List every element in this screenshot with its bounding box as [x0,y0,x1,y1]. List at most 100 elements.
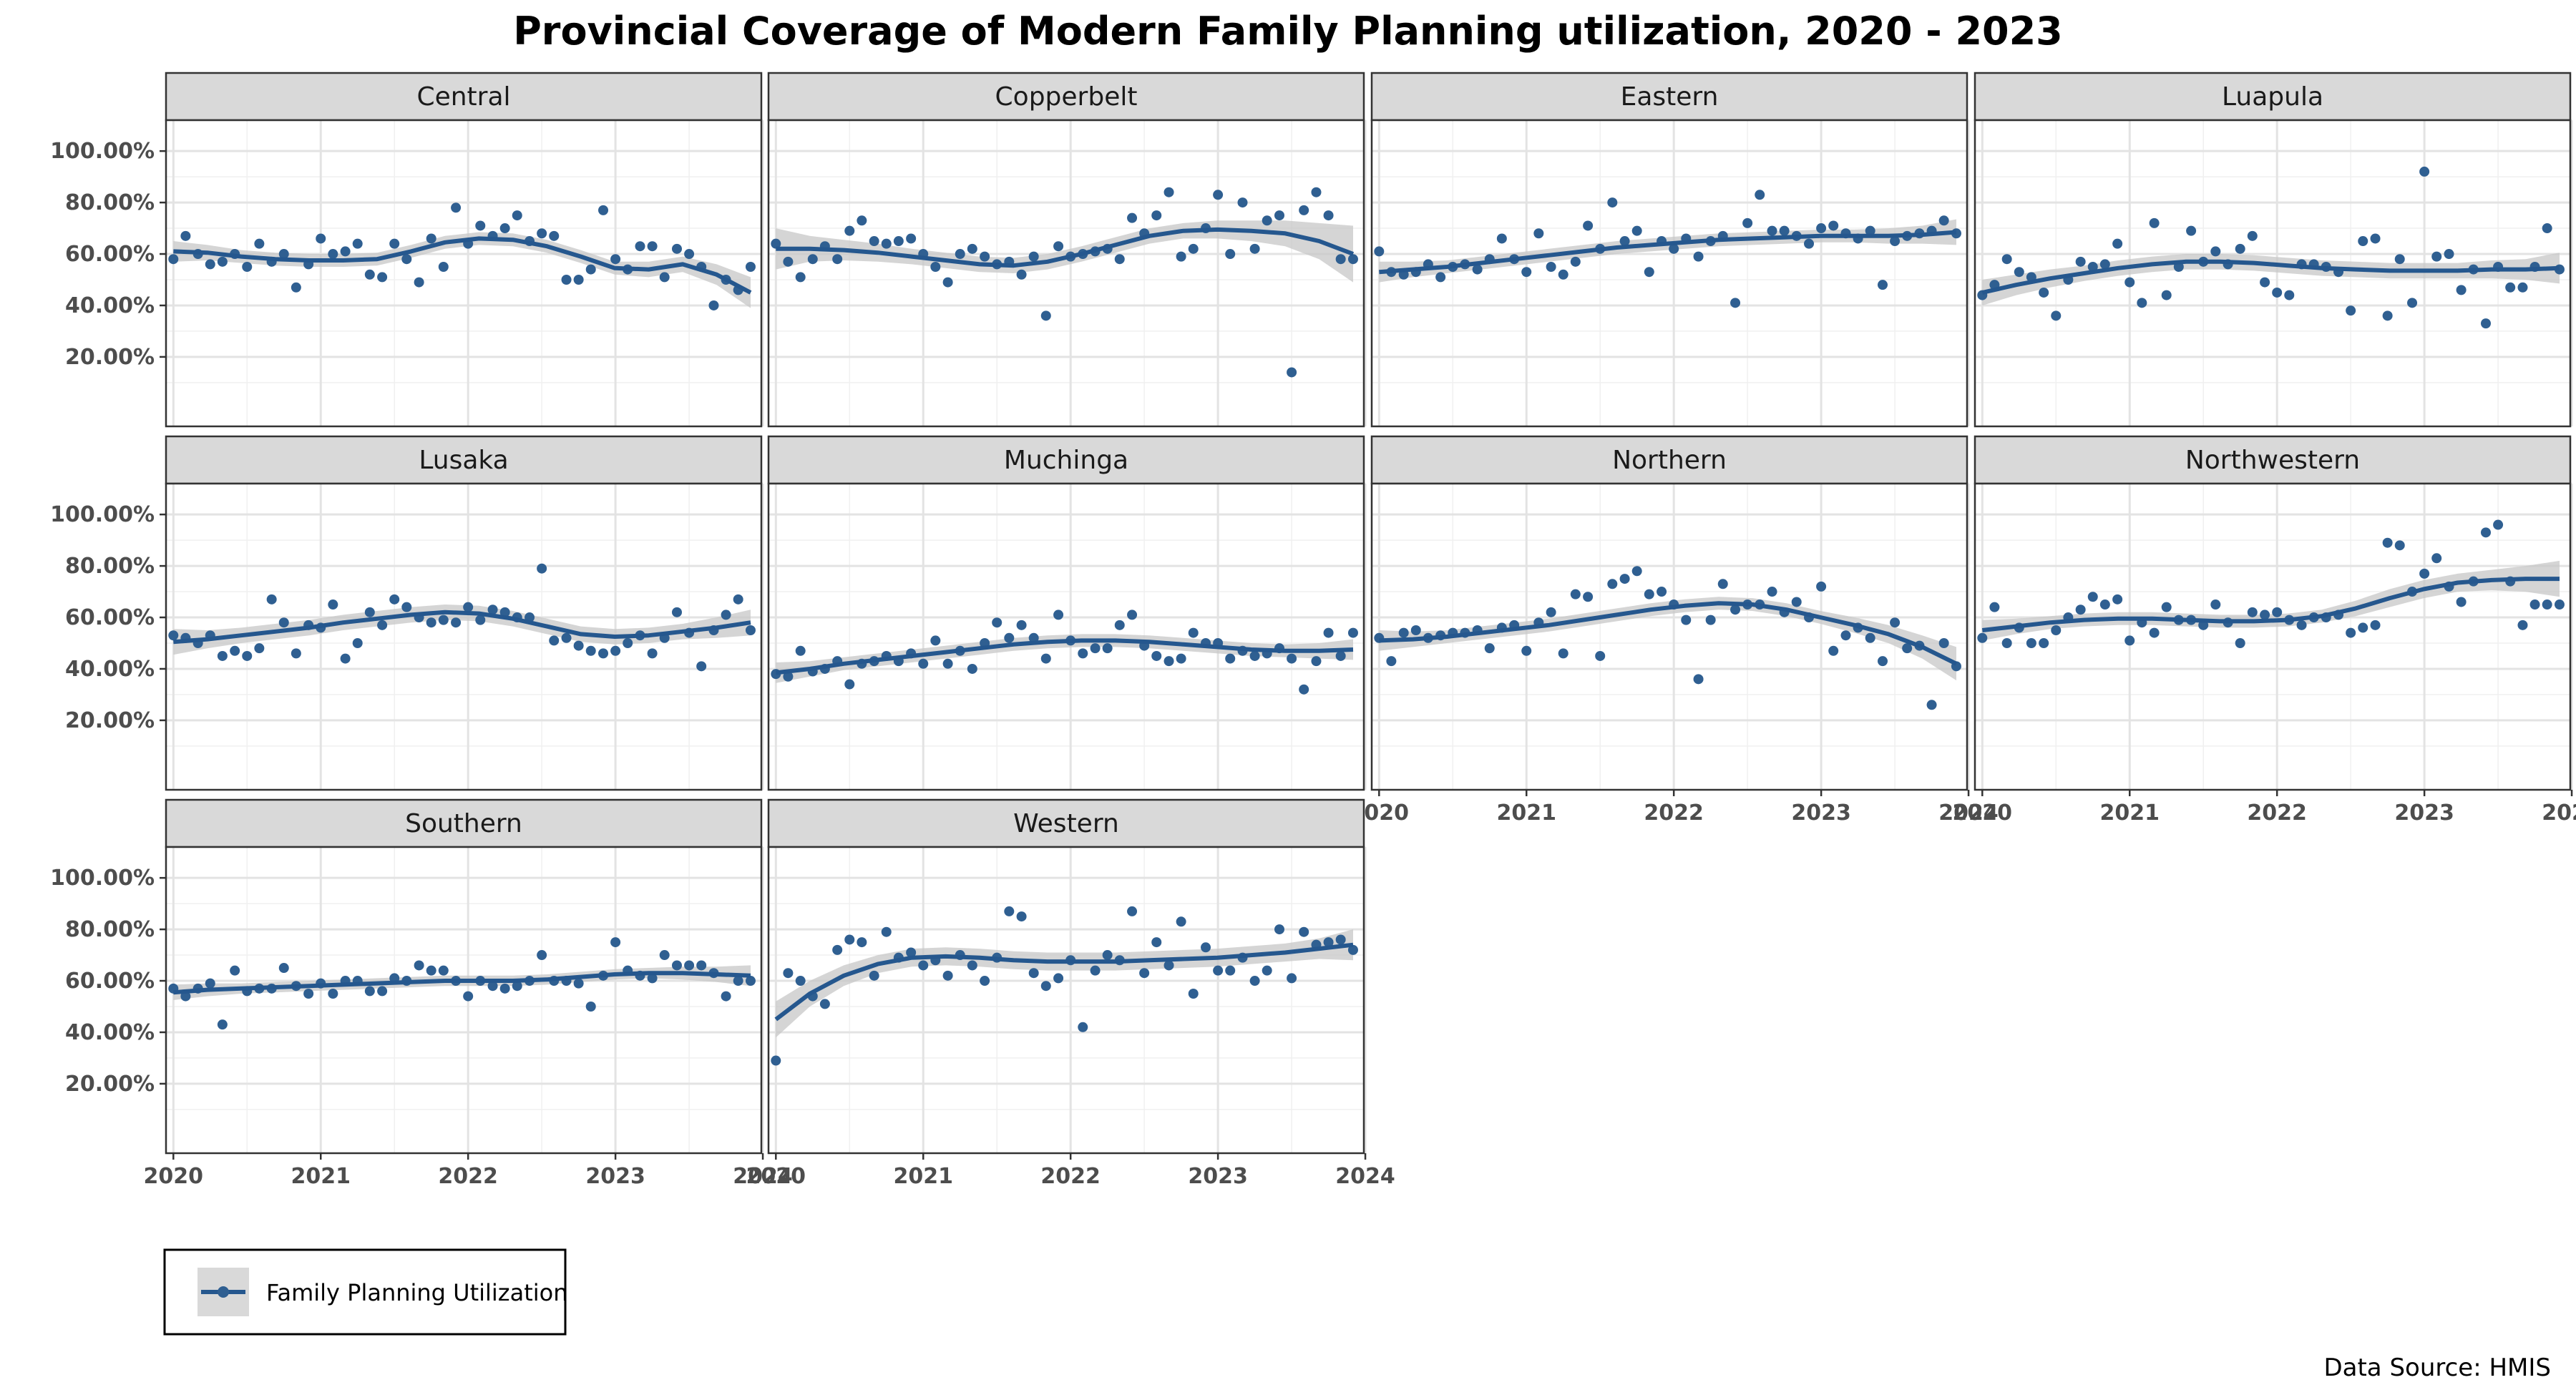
data-point [2039,287,2049,298]
data-point [671,243,682,254]
data-point [180,230,191,241]
data-point [967,960,977,971]
data-point [2358,622,2368,633]
data-point [2075,256,2086,267]
data-point [2026,637,2036,648]
data-point [733,976,743,987]
data-point [291,282,301,293]
data-point [1127,906,1138,916]
strip-copperbelt [767,72,1365,122]
data-point [857,215,867,226]
data-point [401,602,412,612]
data-point [942,970,953,981]
strip-label: Lusaka [419,446,508,475]
data-point [1619,574,1630,584]
strip-northwestern [1974,435,2572,485]
data-point [2235,637,2245,648]
panel-border [767,846,1365,1155]
plot-background [166,847,761,1153]
data-point [475,615,486,625]
data-point [585,1001,596,1012]
smooth-trend-line [173,236,752,295]
data-point [1533,228,1544,239]
data-point [1926,700,1937,710]
smooth-trend-line [1379,601,1958,666]
data-point [1840,630,1851,641]
strip-label: Central [416,82,510,112]
data-point [364,269,375,280]
data-point [512,981,522,992]
x-tick-label: 2020 [746,1164,806,1189]
data-point [696,960,707,971]
data-point [610,254,621,265]
data-point [438,262,449,273]
smooth-trend-line [173,971,751,995]
data-point [1583,592,1594,602]
data-point [537,228,547,239]
data-point [1570,589,1581,599]
strip-northern [1370,435,1968,485]
data-point [1163,187,1174,197]
data-point [512,210,522,221]
data-point [2137,298,2147,308]
data-point [2247,230,2258,241]
data-point [2124,277,2135,288]
data-point [1546,607,1556,617]
data-point [537,950,547,961]
panel-border [767,482,1365,791]
data-point [1570,256,1581,267]
strip-central [165,72,763,122]
data-point [745,976,756,987]
data-point [438,965,449,976]
data-point [2456,597,2467,607]
x-tick-label: 2023 [2394,801,2454,826]
data-point [2235,243,2245,254]
data-point [1127,212,1138,223]
data-point [1607,197,1618,208]
data-point [303,989,314,999]
data-point [721,610,731,620]
data-point [1004,632,1015,643]
data-point [1311,656,1322,667]
data-point [328,989,338,999]
data-point [795,976,806,987]
data-point [1102,950,1113,961]
data-point [549,230,560,241]
data-point [980,251,990,262]
data-point [1644,267,1654,278]
data-point [254,238,265,249]
data-point [217,256,228,267]
data-point [2480,318,2491,329]
strip-luapula [1974,72,2572,122]
data-point [1016,269,1027,280]
x-tick-label: 2022 [438,1164,498,1189]
data-point [266,594,277,604]
data-point [499,223,510,234]
data-point [401,254,412,265]
data-point [1742,217,1753,228]
data-point [795,645,806,656]
data-point [377,986,388,997]
data-point [2296,620,2307,630]
data-point [585,264,596,275]
data-point [1299,926,1309,937]
smooth-trend-line [775,638,1354,675]
data-point [549,635,560,646]
y-tick-label: 40.00% [65,293,155,318]
data-point [1693,674,1704,685]
data-point [561,274,572,285]
data-point [1730,604,1741,615]
data-point [426,617,436,628]
data-point [1040,653,1051,664]
data-point [168,630,179,641]
plot-background [769,120,1364,426]
data-point [869,236,879,247]
data-point [1053,973,1064,984]
data-point [1335,650,1346,661]
data-point [1828,645,1839,656]
data-point [1114,620,1125,630]
data-point [647,973,658,984]
data-point [1681,615,1692,625]
panel-border [1974,119,2572,428]
data-point [1323,937,1334,948]
